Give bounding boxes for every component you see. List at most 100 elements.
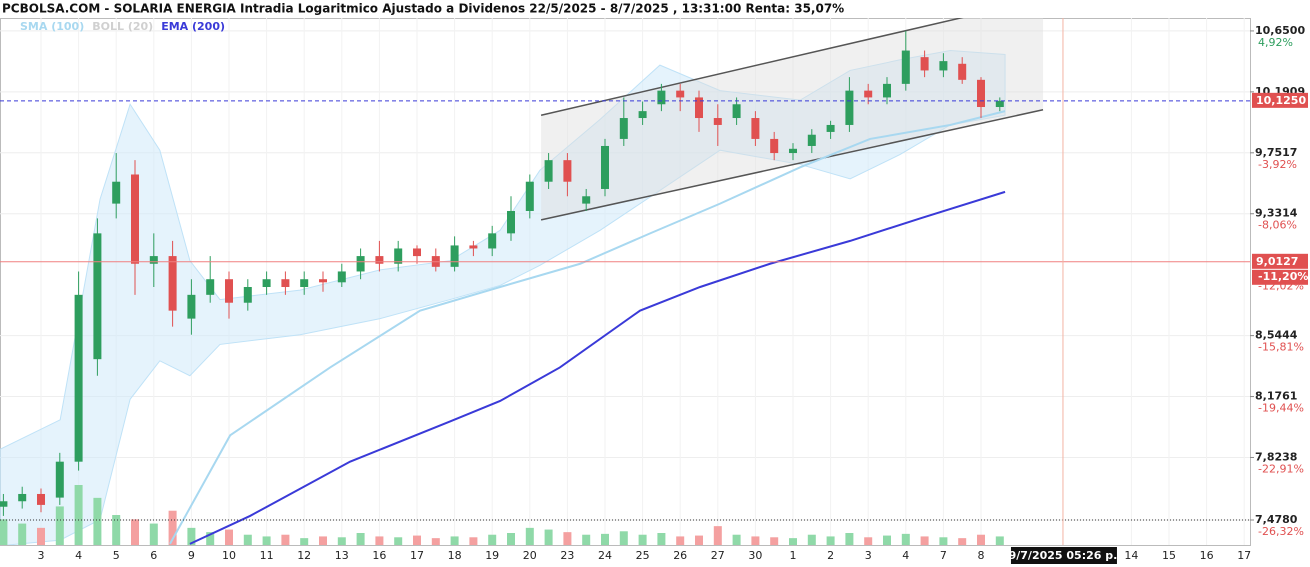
pct-label: -3,92% — [1258, 158, 1297, 171]
volume-bar — [864, 537, 873, 545]
volume-bar — [958, 538, 967, 545]
volume-bar — [883, 535, 891, 545]
candle-body — [225, 279, 233, 303]
chart-title: PCBOLSA.COM - SOLARIA ENERGIA Intradia L… — [2, 2, 844, 16]
volume-bar — [131, 519, 139, 545]
volume-bar — [920, 536, 929, 545]
candle-body — [507, 210, 515, 234]
candle-body — [939, 61, 948, 71]
candle-body — [300, 279, 309, 288]
volume-bar — [74, 485, 83, 545]
candle-body — [995, 100, 1004, 108]
x-tick-label: 23 — [560, 549, 574, 562]
candle-body — [74, 294, 83, 462]
x-tick-label: 27 — [711, 549, 725, 562]
candle-body — [375, 256, 384, 264]
indicator-line — [189, 190, 1006, 545]
candle-body — [469, 245, 478, 249]
channel-fill — [541, 18, 1044, 220]
x-tick-label: 17 — [1237, 549, 1251, 562]
candle-body — [826, 124, 835, 132]
volume-bar — [826, 536, 835, 545]
volume-bar — [619, 531, 628, 545]
y-tick-label: 9,7517 — [1255, 146, 1297, 159]
candle-body — [638, 111, 647, 119]
volume-bar — [770, 537, 779, 545]
volume-bar — [112, 515, 121, 545]
volume-bar — [37, 527, 45, 545]
candle-body — [413, 248, 421, 257]
pct-label: -11,20% — [1258, 270, 1308, 283]
candle-body — [732, 104, 741, 119]
candle-body — [582, 196, 591, 204]
volume-bar — [319, 536, 327, 545]
volume-bar — [995, 536, 1004, 545]
plot-frame — [0, 18, 1251, 546]
x-tick-label: 1 — [790, 549, 797, 562]
candle-body — [770, 138, 779, 154]
pct-label: 4,92% — [1258, 36, 1293, 49]
candle-body — [713, 118, 722, 125]
legend-entry: SMA (100) — [20, 20, 84, 33]
volume-bar — [507, 533, 515, 545]
candle-body — [864, 90, 873, 98]
volume-bar — [676, 536, 685, 545]
volume-bar — [394, 537, 403, 545]
channel-line — [540, 109, 1044, 221]
legend-entry: EMA (200) — [161, 20, 225, 33]
y-tick-label: 7,8238 — [1255, 450, 1297, 463]
candle-body — [695, 97, 703, 119]
x-tick-label: 16 — [372, 549, 386, 562]
volume-bar — [168, 510, 177, 545]
x-tick-label: 8 — [978, 549, 985, 562]
price-label: 9,0127 — [1256, 255, 1298, 268]
candle-body — [601, 145, 609, 189]
x-tick-label: 19 — [485, 549, 499, 562]
x-tick-label: 3 — [865, 549, 872, 562]
x-tick-label: 10 — [222, 549, 236, 562]
price-box — [1252, 253, 1308, 269]
candle-body — [18, 493, 27, 502]
y-tick-label: 7,4780 — [1255, 513, 1298, 526]
candle-body — [281, 279, 290, 288]
volume-bar — [243, 534, 252, 545]
x-tick-label: 26 — [673, 549, 687, 562]
candle-body — [789, 148, 797, 154]
y-tick-label: 8,1761 — [1255, 390, 1297, 403]
x-tick-label: 17 — [410, 549, 424, 562]
volume-bar — [187, 527, 196, 545]
candle-body — [544, 160, 553, 182]
candle-body — [619, 118, 628, 139]
candle-body — [319, 279, 327, 283]
candle-body — [488, 233, 497, 249]
y-tick-label: 10,6500 — [1255, 24, 1305, 37]
candle-body — [958, 63, 967, 80]
x-tick-label: 2 — [827, 549, 834, 562]
x-tick-label: 5 — [113, 549, 120, 562]
candle-body — [93, 233, 102, 360]
candle-body — [206, 279, 215, 295]
candle-body — [883, 83, 891, 98]
volume-bar — [488, 534, 497, 545]
volume-bar — [713, 526, 722, 545]
candle-body — [149, 256, 158, 264]
pct-label: -22,91% — [1258, 462, 1304, 475]
volume-bar — [732, 534, 741, 545]
candle-body — [243, 287, 252, 303]
volume-bar — [206, 532, 215, 545]
volume-bar — [638, 534, 647, 545]
x-tick-label: 30 — [748, 549, 762, 562]
volume-bar — [977, 534, 985, 545]
candle-body — [356, 256, 365, 272]
pct-label: -8,06% — [1258, 219, 1297, 232]
volume-bar — [601, 533, 609, 545]
pct-box — [1252, 269, 1308, 285]
volume-bar — [469, 537, 478, 545]
volume-bar — [901, 533, 910, 545]
candle-body — [525, 181, 534, 211]
x-tick-label: 6 — [150, 549, 157, 562]
indicator-line — [169, 110, 1006, 545]
volume-bar — [845, 533, 854, 545]
candle-body — [977, 79, 985, 108]
